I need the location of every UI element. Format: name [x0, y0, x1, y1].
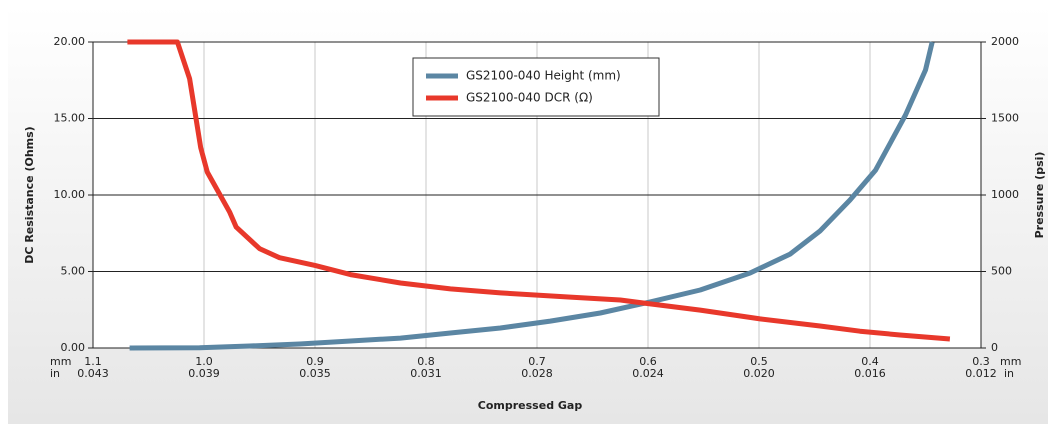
y2-tick-label: 2000 — [991, 35, 1019, 48]
x-tick-label-secondary: 0.020 — [743, 367, 775, 380]
x-tick-label-secondary: 0.043 — [77, 367, 109, 380]
x-tick-label: 1.1 — [84, 355, 102, 368]
y-tick-label: 5.00 — [61, 265, 86, 278]
legend-box — [412, 57, 660, 117]
y-tick-label: 0.00 — [61, 341, 86, 354]
y2-title: Pressure (psi) — [1033, 152, 1046, 239]
x-tick-label: 0.6 — [639, 355, 657, 368]
x-unit-label: mm — [1000, 355, 1021, 368]
legend-label: GS2100-040 Height (mm) — [466, 69, 621, 83]
y-tick-label: 15.00 — [54, 112, 86, 125]
x-tick-label: 0.7 — [528, 355, 546, 368]
x-tick-label-secondary: 0.031 — [410, 367, 442, 380]
x-unit-label: in — [1004, 367, 1014, 380]
y-tick-label: 20.00 — [54, 35, 86, 48]
y-tick-label: 10.00 — [54, 188, 86, 201]
x-tick-label-secondary: 0.012 — [965, 367, 997, 380]
x-unit-label: in — [50, 367, 60, 380]
x-tick-label-secondary: 0.016 — [854, 367, 886, 380]
legend-label: GS2100-040 DCR (Ω) — [466, 91, 593, 105]
x-tick-label: 0.4 — [861, 355, 879, 368]
x-title: Compressed Gap — [478, 399, 583, 412]
x-tick-label: 0.3 — [972, 355, 990, 368]
x-tick-label-secondary: 0.028 — [521, 367, 553, 380]
y2-tick-label: 0 — [991, 341, 998, 354]
x-tick-label: 0.5 — [750, 355, 768, 368]
y-title: DC Resistance (Ohms) — [23, 126, 36, 263]
series-line — [127, 39, 951, 342]
x-tick-label: 0.9 — [306, 355, 324, 368]
x-tick-label: 0.8 — [417, 355, 435, 368]
y2-tick-label: 1500 — [991, 112, 1019, 125]
y2-tick-label: 1000 — [991, 188, 1019, 201]
y2-tick-label: 500 — [991, 265, 1012, 278]
x-unit-label: mm — [50, 355, 71, 368]
x-tick-label: 1.0 — [195, 355, 213, 368]
series-line — [129, 41, 935, 351]
x-tick-label-secondary: 0.024 — [632, 367, 664, 380]
x-tick-label-secondary: 0.035 — [299, 367, 331, 380]
x-tick-label-secondary: 0.039 — [188, 367, 220, 380]
